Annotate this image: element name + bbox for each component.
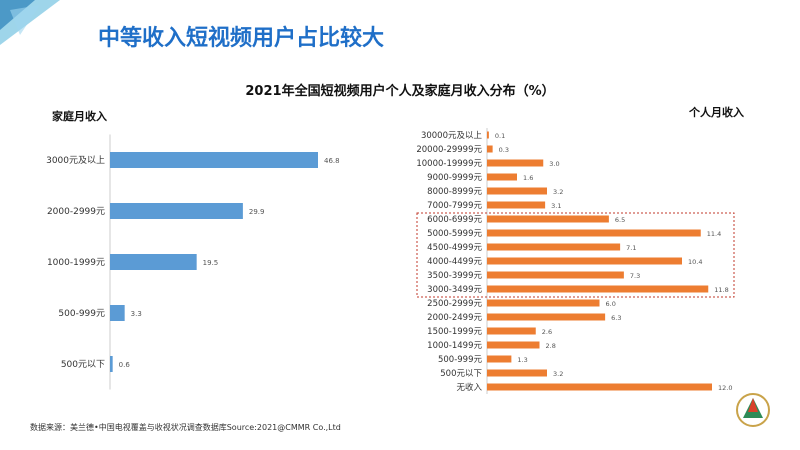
data-label: 3.3 bbox=[131, 310, 142, 318]
data-label: 1.3 bbox=[517, 356, 527, 364]
data-label: 6.3 bbox=[611, 314, 621, 322]
bar bbox=[487, 145, 493, 153]
bar bbox=[487, 341, 540, 349]
bar bbox=[487, 299, 600, 307]
category-label: 1000-1499元 bbox=[427, 341, 482, 351]
data-label: 29.9 bbox=[249, 208, 265, 216]
bar bbox=[487, 201, 546, 209]
category-label: 2000-2499元 bbox=[427, 313, 482, 323]
data-label: 7.1 bbox=[626, 244, 636, 252]
data-label: 46.8 bbox=[324, 157, 340, 165]
category-label: 4500-4999元 bbox=[427, 243, 482, 253]
category-label: 3000-3499元 bbox=[427, 285, 482, 295]
bar bbox=[487, 215, 609, 223]
bar bbox=[110, 356, 113, 372]
bar bbox=[110, 152, 318, 168]
data-label: 19.5 bbox=[203, 259, 219, 267]
category-label: 无收入 bbox=[456, 382, 482, 393]
bar bbox=[487, 327, 536, 335]
category-label: 500元以下 bbox=[440, 369, 482, 379]
category-label: 10000-19999元 bbox=[416, 159, 482, 169]
category-label: 1000-1999元 bbox=[47, 258, 105, 268]
category-label: 500元以下 bbox=[61, 360, 105, 370]
bar bbox=[487, 369, 547, 377]
bar bbox=[110, 254, 197, 270]
category-label: 9000-9999元 bbox=[427, 173, 482, 183]
bar bbox=[110, 305, 125, 321]
data-label: 10.4 bbox=[688, 258, 702, 266]
category-label: 2500-2999元 bbox=[427, 299, 482, 309]
bar bbox=[487, 285, 709, 293]
data-label: 11.8 bbox=[714, 286, 728, 294]
category-label: 6000-6999元 bbox=[427, 215, 482, 225]
bar bbox=[487, 313, 606, 321]
data-label: 3.2 bbox=[553, 188, 563, 196]
category-label: 8000-8999元 bbox=[427, 187, 482, 197]
bar bbox=[487, 229, 701, 237]
bar bbox=[487, 131, 489, 139]
data-label: 3.2 bbox=[553, 370, 563, 378]
data-label: 6.5 bbox=[615, 216, 625, 224]
bar bbox=[487, 159, 544, 167]
category-label: 20000-29999元 bbox=[416, 145, 482, 155]
data-label: 0.1 bbox=[495, 132, 505, 140]
data-label: 2.8 bbox=[546, 342, 556, 350]
data-label: 7.3 bbox=[630, 272, 640, 280]
data-label: 3.1 bbox=[551, 202, 561, 210]
category-label: 1500-1999元 bbox=[427, 327, 482, 337]
data-label: 1.6 bbox=[523, 174, 533, 182]
bar bbox=[487, 383, 712, 391]
category-label: 30000元及以上 bbox=[421, 131, 483, 141]
data-label: 11.4 bbox=[707, 230, 721, 238]
data-source: 数据来源：美兰德•中国电视覆盖与收视状况调查数据库Source:2021@CMM… bbox=[30, 423, 341, 432]
corner-decoration bbox=[0, 0, 60, 45]
data-label: 12.0 bbox=[718, 384, 732, 392]
category-label: 500-999元 bbox=[58, 309, 105, 319]
data-label: 0.3 bbox=[499, 146, 509, 154]
bar bbox=[487, 271, 624, 279]
data-label: 3.0 bbox=[549, 160, 559, 168]
slide-title: 中等收入短视频用户占比较大 bbox=[98, 26, 385, 51]
category-label: 4000-4499元 bbox=[427, 257, 482, 267]
bar bbox=[487, 187, 547, 195]
category-label: 7000-7999元 bbox=[427, 201, 482, 211]
bar bbox=[487, 173, 517, 181]
category-label: 3000元及以上 bbox=[46, 155, 105, 166]
bar bbox=[110, 203, 243, 219]
data-label: 0.6 bbox=[119, 361, 131, 369]
category-label: 500-999元 bbox=[438, 355, 483, 365]
right-chart-label: 个人月收入 bbox=[689, 106, 744, 119]
bar bbox=[487, 243, 621, 251]
chart-title: 2021年全国短视频用户个人及家庭月收入分布（%） bbox=[245, 84, 555, 99]
data-label: 2.6 bbox=[542, 328, 552, 336]
category-label: 5000-5999元 bbox=[427, 229, 482, 239]
university-logo-icon bbox=[736, 393, 770, 427]
category-label: 3500-3999元 bbox=[427, 271, 482, 281]
highlight-box bbox=[416, 212, 735, 298]
data-label: 6.0 bbox=[606, 300, 616, 308]
left-chart-label: 家庭月收入 bbox=[52, 110, 107, 123]
category-label: 2000-2999元 bbox=[47, 207, 105, 217]
bar bbox=[487, 257, 682, 265]
bar bbox=[487, 355, 512, 363]
